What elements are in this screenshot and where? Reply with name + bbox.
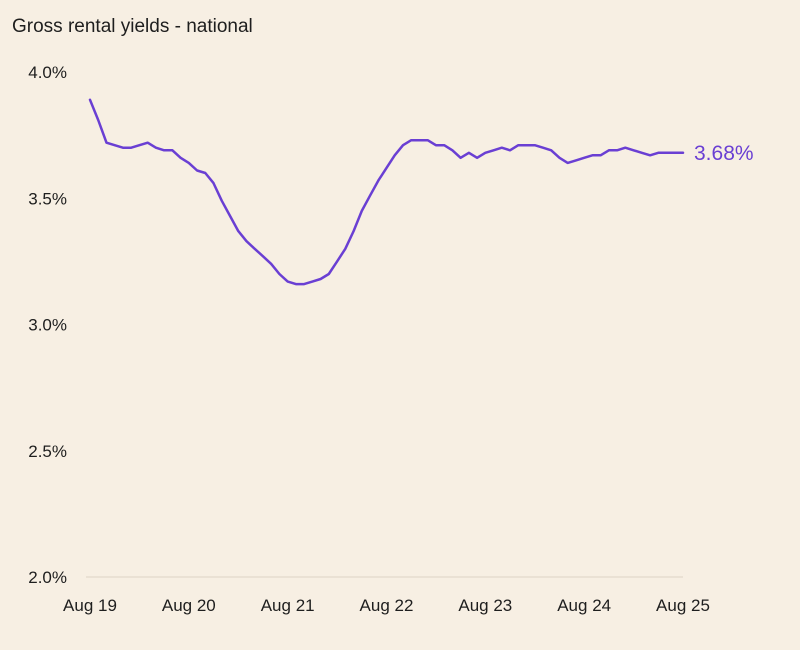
chart-title: Gross rental yields - national — [12, 16, 253, 37]
x-tick-label: Aug 23 — [458, 596, 512, 615]
x-tick-label: Aug 19 — [63, 596, 117, 615]
y-axis-ticks: 4.0% 3.5% 3.0% 2.5% 2.0% — [28, 63, 67, 587]
x-axis-ticks: Aug 19 Aug 20 Aug 21 Aug 22 Aug 23 Aug 24 Aug … — [63, 596, 710, 615]
x-tick-label: Aug 20 — [162, 596, 216, 615]
y-tick-label: 3.0% — [28, 316, 67, 335]
y-tick-label: 2.5% — [28, 442, 67, 461]
end-value-label: 3.68% — [694, 142, 754, 165]
x-tick-label: Aug 21 — [261, 596, 315, 615]
series-line — [88, 98, 685, 286]
x-tick-label: Aug 24 — [557, 596, 611, 615]
x-tick-label: Aug 22 — [360, 596, 414, 615]
y-tick-label: 3.5% — [28, 189, 67, 208]
y-tick-label: 4.0% — [28, 63, 67, 82]
x-tick-label: Aug 25 — [656, 596, 710, 615]
y-tick-label: 2.0% — [28, 568, 67, 587]
